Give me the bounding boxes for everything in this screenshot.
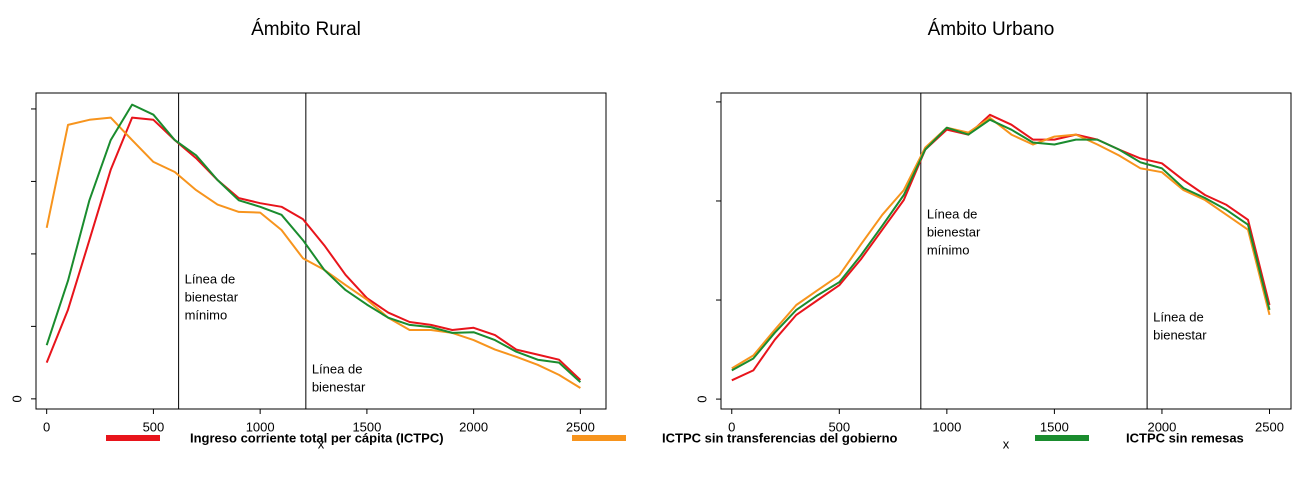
series-line bbox=[45, 116, 581, 389]
annotation: mínimo bbox=[927, 242, 970, 257]
annotation: bienestar bbox=[312, 379, 366, 394]
chart-title: Ámbito Rural bbox=[251, 19, 361, 40]
y-tick-label: 0 bbox=[9, 395, 24, 402]
annotation: bienestar bbox=[1153, 327, 1207, 342]
annotation: bienestar bbox=[185, 289, 239, 304]
legend-swatch bbox=[106, 435, 160, 441]
x-axis-label: x bbox=[318, 436, 325, 451]
plot-frame bbox=[720, 92, 1292, 410]
series-line bbox=[731, 116, 1271, 370]
x-tick-label: 0 bbox=[43, 419, 50, 434]
x-axis-label: x bbox=[1003, 436, 1010, 451]
x-tick-label: 1000 bbox=[932, 419, 961, 434]
series-line bbox=[731, 113, 1271, 382]
legend-swatch bbox=[1035, 435, 1089, 441]
plot-frame bbox=[35, 92, 607, 410]
legend-swatch bbox=[572, 435, 626, 441]
series-line bbox=[731, 118, 1271, 372]
legend-label: Ingreso corriente total per cápita (ICTP… bbox=[190, 430, 444, 445]
x-tick-label: 1000 bbox=[246, 419, 275, 434]
x-tick-label: 1500 bbox=[352, 419, 381, 434]
annotation: Línea de bbox=[185, 271, 236, 286]
series-line bbox=[45, 103, 582, 383]
chart-title: Ámbito Urbano bbox=[928, 19, 1055, 40]
annotation: Línea de bbox=[312, 361, 363, 376]
legend-label: ICTPC sin transferencias del gobierno bbox=[662, 430, 898, 445]
annotation: Línea de bbox=[927, 206, 978, 221]
annotation: mínimo bbox=[185, 307, 228, 322]
x-tick-label: 2000 bbox=[459, 419, 488, 434]
annotation: Línea de bbox=[1153, 309, 1204, 324]
annotation: bienestar bbox=[927, 224, 981, 239]
x-tick-label: 2000 bbox=[1147, 419, 1176, 434]
series-line bbox=[45, 116, 582, 381]
x-tick-label: 500 bbox=[828, 419, 850, 434]
x-tick-label: 2500 bbox=[1255, 419, 1284, 434]
x-tick-label: 0 bbox=[728, 419, 735, 434]
x-tick-label: 1500 bbox=[1040, 419, 1069, 434]
y-tick-label: 0 bbox=[694, 395, 709, 402]
x-tick-label: 500 bbox=[143, 419, 165, 434]
x-tick-label: 2500 bbox=[566, 419, 595, 434]
legend-label: ICTPC sin remesas bbox=[1126, 430, 1244, 445]
